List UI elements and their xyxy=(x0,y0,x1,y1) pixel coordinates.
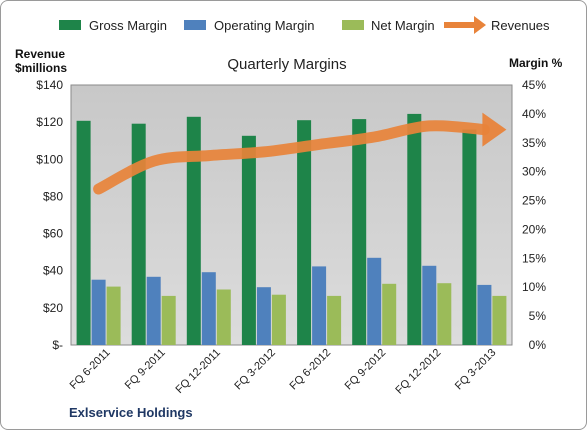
right-tick-label: 0% xyxy=(529,338,547,352)
left-tick-label: $120 xyxy=(36,115,63,129)
right-tick-label: 40% xyxy=(522,107,546,121)
right-tick-label: 20% xyxy=(522,222,546,236)
legend-label-net-margin: Net Margin xyxy=(371,18,435,33)
x-tick-label: FQ 9-2011 xyxy=(123,347,168,392)
bar-net-margin-4 xyxy=(271,294,286,345)
bar-net-margin-5 xyxy=(327,295,342,345)
bar-gross-margin-4 xyxy=(241,135,256,345)
bar-net-margin-3 xyxy=(216,289,231,345)
bar-gross-margin-3 xyxy=(186,116,201,345)
bar-gross-margin-7 xyxy=(407,113,422,346)
bar-operating-margin-4 xyxy=(256,287,271,345)
right-tick-label: 15% xyxy=(522,251,546,265)
company-name: Exlservice Holdings xyxy=(69,405,193,420)
right-axis-title: Margin % xyxy=(509,56,563,70)
right-tick-label: 35% xyxy=(522,136,546,150)
bar-operating-margin-6 xyxy=(367,257,382,345)
legend-swatch-net-margin xyxy=(342,20,364,30)
bar-operating-margin-8 xyxy=(477,284,492,345)
right-tick-label: 45% xyxy=(522,78,546,92)
right-tick-label: 5% xyxy=(529,309,547,323)
left-tick-label: $80 xyxy=(43,189,63,203)
bar-gross-margin-8 xyxy=(462,129,477,345)
legend-swatch-gross-margin xyxy=(59,20,81,30)
bar-gross-margin-6 xyxy=(352,119,367,345)
right-tick-label: 10% xyxy=(522,280,546,294)
revenue-line xyxy=(93,120,490,195)
left-tick-label: $20 xyxy=(43,301,63,315)
legend-label-gross-margin: Gross Margin xyxy=(89,18,167,33)
bar-operating-margin-1 xyxy=(91,279,106,345)
legend: Gross Margin Operating Margin Net Margin… xyxy=(59,16,550,34)
x-tick-label: FQ 6-2011 xyxy=(68,347,113,392)
legend-label-revenues: Revenues xyxy=(491,18,550,33)
left-tick-label: $60 xyxy=(43,227,63,241)
x-tick-label: FQ 6-2012 xyxy=(288,347,334,393)
x-tick-label: FQ 3-2013 xyxy=(453,347,499,393)
bar-gross-margin-2 xyxy=(131,123,146,345)
bar-net-margin-7 xyxy=(437,283,452,345)
revenue-arrow-layer xyxy=(93,112,507,195)
left-tick-label: $100 xyxy=(36,152,63,166)
x-tick-label: FQ 9-2012 xyxy=(343,347,389,393)
bar-operating-margin-3 xyxy=(201,272,216,345)
left-tick-label: $140 xyxy=(36,78,63,92)
bar-operating-margin-2 xyxy=(146,276,161,345)
bar-net-margin-8 xyxy=(492,295,507,345)
left-axis-title-line1: Revenue xyxy=(15,47,65,61)
bar-gross-margin-1 xyxy=(76,120,91,345)
legend-label-operating-margin: Operating Margin xyxy=(214,18,314,33)
left-axis-title-line2: $millions xyxy=(15,61,67,75)
left-tick-label: $- xyxy=(52,338,63,352)
bar-operating-margin-7 xyxy=(422,265,437,345)
bar-net-margin-6 xyxy=(382,283,397,345)
bars-layer xyxy=(76,113,507,346)
bar-gross-margin-5 xyxy=(297,120,312,345)
legend-swatch-operating-margin xyxy=(184,20,206,30)
revenue-arrowhead xyxy=(482,112,507,147)
bar-operating-margin-5 xyxy=(312,266,327,345)
legend-swatch-revenues-arrow xyxy=(444,16,486,34)
x-tick-label: FQ 3-2012 xyxy=(232,347,278,393)
x-tick-label: FQ 12-2012 xyxy=(393,347,443,397)
right-tick-label: 30% xyxy=(522,165,546,179)
chart-title: Quarterly Margins xyxy=(227,56,346,73)
bar-net-margin-1 xyxy=(106,286,121,345)
left-tick-label: $40 xyxy=(43,264,63,278)
right-tick-label: 25% xyxy=(522,194,546,208)
x-tick-label: FQ 12-2011 xyxy=(174,347,223,396)
bar-net-margin-2 xyxy=(161,295,176,345)
